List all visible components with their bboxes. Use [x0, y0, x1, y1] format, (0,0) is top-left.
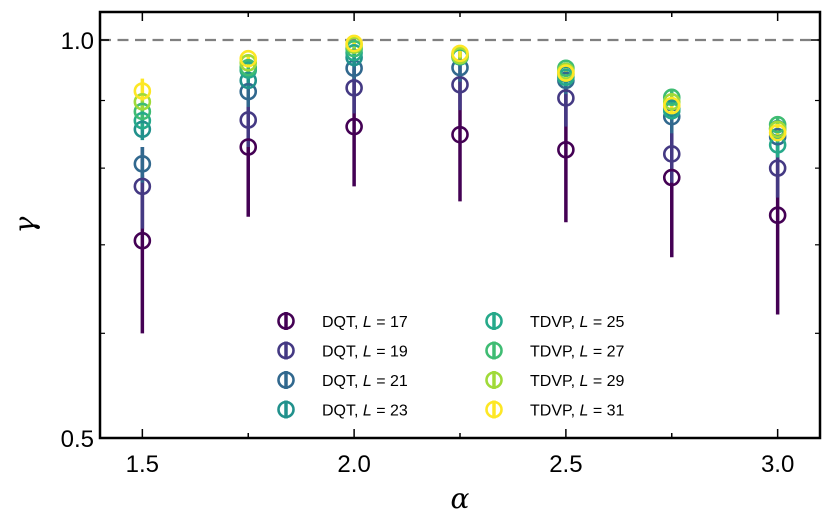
data-point	[662, 102, 681, 120]
legend-marker	[277, 341, 295, 360]
data-point	[557, 140, 575, 159]
legend-entry: TDVP, L = 31	[485, 400, 625, 420]
legend-label: TDVP, L = 25	[530, 314, 625, 331]
legend-entry: TDVP, L = 25	[485, 312, 625, 331]
data-point	[133, 155, 152, 173]
x-axis-label: α	[451, 482, 470, 515]
data-markers	[133, 34, 787, 250]
legend-label: TDVP, L = 29	[530, 373, 625, 390]
data-point	[345, 79, 363, 97]
data-point	[451, 125, 469, 144]
y-tick-label: 0.5	[61, 426, 94, 453]
legend-entry: DQT, L = 17	[277, 312, 408, 331]
legend-entry: DQT, L = 23	[277, 400, 408, 420]
data-point	[133, 231, 152, 250]
legend: DQT, L = 17 DQT, L = 19 DQT, L = 21 DQT, L …	[277, 312, 625, 420]
y-tick-label: 1.0	[61, 28, 94, 55]
legend-marker	[277, 371, 295, 389]
data-point	[133, 82, 152, 100]
y-axis: 0.5 1.0	[61, 28, 820, 453]
x-tick-label: 1.5	[126, 451, 159, 478]
legend-label: DQT, L = 19	[322, 344, 408, 361]
x-tick-label: 3.0	[761, 451, 794, 478]
data-point	[239, 82, 258, 101]
x-axis: 1.5 2.0 2.5 3.0	[126, 12, 794, 478]
legend-marker	[485, 371, 503, 389]
legend-marker	[485, 312, 503, 330]
legend-entry: TDVP, L = 27	[485, 341, 625, 361]
data-point	[451, 44, 469, 63]
x-tick-label: 2.5	[549, 451, 582, 478]
data-point	[133, 120, 152, 139]
legend-marker	[485, 400, 503, 419]
data-point	[239, 58, 258, 77]
legend-label: DQT, L = 23	[322, 403, 408, 420]
legend-marker	[277, 400, 295, 419]
data-point	[133, 177, 152, 196]
data-point	[451, 75, 469, 94]
data-point	[557, 89, 575, 107]
data-point	[768, 115, 787, 134]
data-point	[557, 64, 575, 82]
y-axis-label: γ	[8, 216, 41, 233]
legend-label: DQT, L = 21	[322, 373, 408, 390]
legend-entry: TDVP, L = 29	[485, 371, 625, 390]
data-point	[768, 123, 787, 142]
legend-marker	[485, 341, 503, 360]
data-point	[662, 168, 681, 187]
data-point	[133, 102, 152, 121]
data-point	[133, 111, 152, 130]
error-bars	[140, 40, 780, 334]
legend-label: DQT, L = 17	[322, 314, 408, 331]
legend-label: TDVP, L = 27	[530, 344, 625, 361]
data-point	[768, 159, 787, 177]
data-point	[239, 138, 258, 156]
data-point	[133, 92, 152, 111]
data-point	[239, 111, 258, 129]
data-point	[662, 145, 681, 163]
legend-entry: DQT, L = 19	[277, 341, 408, 361]
plot-area	[100, 34, 820, 334]
data-point	[239, 71, 258, 90]
x-tick-label: 2.0	[337, 451, 370, 478]
data-point	[239, 49, 258, 68]
data-point	[768, 206, 787, 225]
data-point	[662, 96, 681, 115]
data-point	[345, 117, 363, 136]
legend-label: TDVP, L = 31	[530, 403, 625, 420]
legend-marker	[277, 312, 295, 330]
legend-entry: DQT, L = 21	[277, 371, 408, 390]
data-point	[345, 34, 363, 53]
